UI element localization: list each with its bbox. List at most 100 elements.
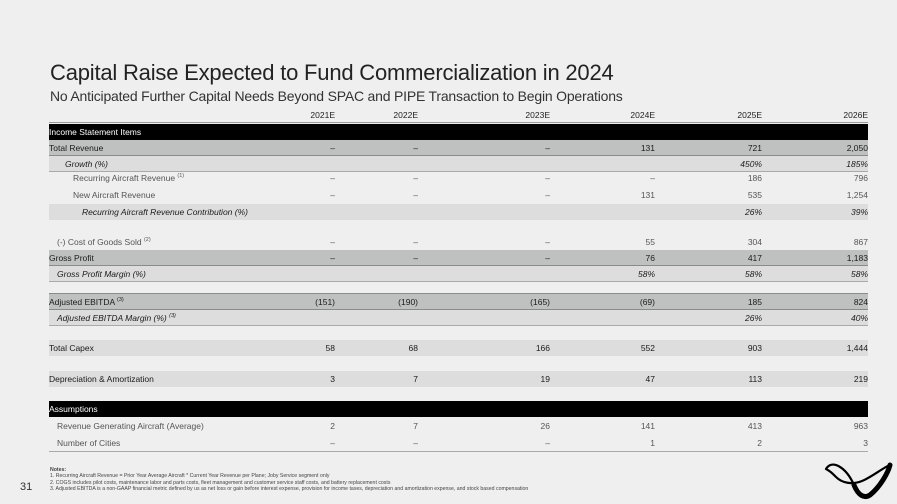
cell-2021e: – [330,173,335,183]
cell-2023e: – [545,173,550,183]
cell-2024e: – [650,173,655,183]
cell-2022e: – [413,173,418,183]
cell-2021e: – [330,438,335,448]
row-label: Gross Profit Margin (%) [57,266,146,282]
page-number: 31 [20,481,33,493]
cell-2025e: 2 [757,438,762,448]
row-label-text: Gross Profit Margin (%) [57,269,146,279]
row-label: Recurring Aircraft Revenue (1) [73,170,184,186]
cell-2021e: – [330,253,335,263]
cell-2023e: – [545,253,550,263]
cell-2024e: (69) [639,297,655,307]
cell-2026e: 1,444 [846,343,868,353]
joby-logo-icon [824,462,893,500]
cell-2026e: 219 [853,374,868,384]
cell-2025e: 26% [744,207,762,217]
table-row-new-aircraft-revenue: New Aircraft Revenue – – – 131 535 1,254 [49,187,868,203]
table-row-cogs: (-) Cost of Goods Sold (2) – – – 55 304 867 [49,234,868,249]
footnote-marker: (3) [117,297,124,303]
row-label: Number of Cities [57,435,120,451]
cell-2024e: 55 [645,237,655,247]
row-label-text: Recurring Aircraft Revenue [73,173,176,183]
cell-2023e: 166 [535,343,550,353]
header-divider [49,122,868,123]
cell-2021e: 3 [330,374,335,384]
cell-2025e: 721 [747,143,762,153]
row-label-text: Total Revenue [49,143,104,153]
row-label-text: Depreciation & Amortization [49,374,154,384]
cell-2024e: 131 [640,143,655,153]
cell-2022e: – [413,438,418,448]
cell-2023e: – [545,438,550,448]
cell-2022e: – [413,237,418,247]
cell-2022e: 7 [413,421,418,431]
cell-2023e: – [545,237,550,247]
cell-2024e: 141 [640,421,655,431]
table-row-recurring-contribution: Recurring Aircraft Revenue Contribution … [49,204,868,220]
footnote: 1. Recurring Aircraft Revenue = Prior Ye… [50,473,330,480]
section-label: Assumptions [49,404,98,414]
row-label: New Aircraft Revenue [73,187,155,203]
row-label: Adjusted EBITDA Margin (%) (3) [57,310,176,326]
cell-2025e: 186 [747,173,762,183]
row-label-text: Recurring Aircraft Revenue Contribution … [82,207,248,217]
row-label: Revenue Generating Aircraft (Average) [57,418,204,434]
year-header: 2024E [630,110,655,120]
cell-2026e: 1,254 [846,190,868,200]
cell-2025e: 26% [744,313,762,323]
notes-heading: Notes: [50,467,67,473]
cell-2026e: 796 [853,173,868,183]
cell-2026e: 3 [863,438,868,448]
section-header-income: Income Statement Items [49,124,868,140]
cell-2021e: 58 [325,343,335,353]
cell-2022e: 7 [413,374,418,384]
row-label: Depreciation & Amortization [49,371,154,387]
cell-2026e: 58% [850,269,868,279]
row-label-text: Gross Profit [49,253,94,263]
cell-2026e: 867 [853,237,868,247]
cell-2023e: 26 [540,421,550,431]
footnote-marker: (1) [177,173,185,179]
cell-2021e: – [330,143,335,153]
cell-2023e: 19 [540,374,550,384]
table-row-depreciation-amortization: Depreciation & Amortization 3 7 19 47 113 219 [49,371,868,387]
cell-2022e: – [413,143,418,153]
footnote-marker: (3) [169,313,176,319]
row-label: Adjusted EBITDA (3) [49,294,124,310]
cell-2026e: 2,050 [846,143,868,153]
footnote: 2. COGS includes pilot costs, maintenanc… [50,479,391,486]
cell-2021e: (151) [315,297,335,307]
cell-2025e: 58% [744,269,762,279]
cell-2022e: (190) [398,297,418,307]
footnote: 3. Adjusted EBITDA is a non-GAAP financi… [50,486,529,493]
footnote-marker: (2) [143,237,151,243]
cell-2026e: 40% [850,313,868,323]
row-label-text: Number of Cities [57,438,121,448]
table-row-ebitda-margin: Adjusted EBITDA Margin (%) (3) 26% 40% [49,310,868,326]
row-label-text: New Aircraft Revenue [73,190,156,200]
row-label-text: (-) Cost of Goods Sold [57,237,142,247]
year-header: 2022E [393,110,418,120]
row-label: (-) Cost of Goods Sold (2) [57,234,151,250]
row-label-text: Adjusted EBITDA Margin (%) [57,313,167,323]
section-header-assumptions: Assumptions [49,401,868,417]
row-label-text: Growth (%) [65,159,108,169]
cell-2026e: 963 [853,421,868,431]
table-row-growth: Growth (%) 450% 185% [49,156,868,172]
cell-2025e: 417 [747,253,762,263]
row-label: Growth (%) [65,156,108,172]
row-label-text: Revenue Generating Aircraft (Average) [57,421,204,431]
row-label: Recurring Aircraft Revenue Contribution … [82,204,248,220]
table-row-gross-profit: Gross Profit – – – 76 417 1,183 [49,250,868,266]
table-row-number-of-cities: Number of Cities – – – 1 2 3 [49,435,868,451]
cell-2025e: 450% [740,159,762,169]
cell-2023e: – [545,190,550,200]
row-label: Total Revenue [49,140,103,156]
table-row-total-capex: Total Capex 58 68 166 552 903 1,444 [49,340,868,356]
cell-2022e: – [413,190,418,200]
year-header: 2026E [843,110,868,120]
cell-2026e: 185% [846,159,868,169]
year-header: 2023E [525,110,550,120]
cell-2021e: – [330,190,335,200]
cell-2021e: – [330,237,335,247]
